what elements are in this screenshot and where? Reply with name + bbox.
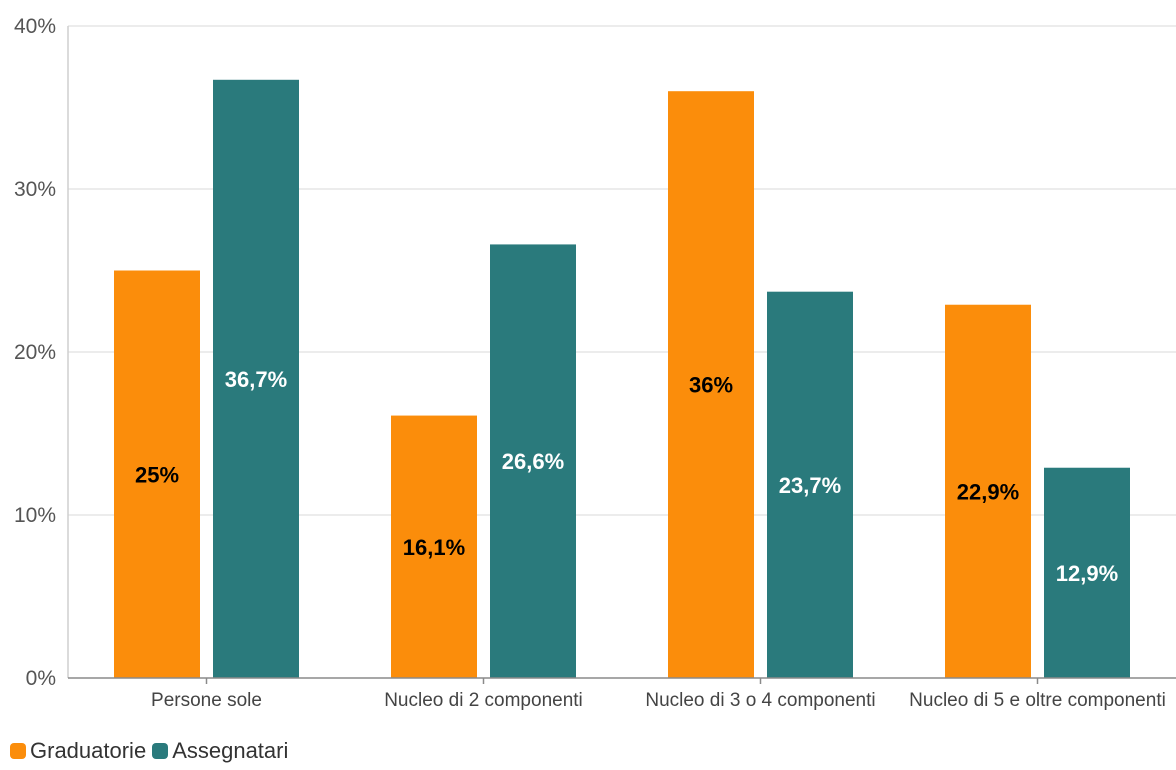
x-tick-label: Nucleo di 5 e oltre componenti xyxy=(909,690,1166,711)
data-labels: 25% 36,7% 16,1% 26,6% 36% 23,7% 22,9% 12,9% xyxy=(135,367,1118,586)
legend-item-graduatorie[interactable]: Graduatorie xyxy=(10,738,146,764)
bar xyxy=(945,304,1031,678)
data-label: 12,9% xyxy=(1056,561,1118,586)
legend-swatch-assegnatari xyxy=(152,743,169,759)
bar xyxy=(213,79,299,679)
legend-label-graduatorie: Graduatorie xyxy=(30,738,147,763)
legend: Graduatorie Assegnatari xyxy=(10,738,294,764)
data-label: 16,1% xyxy=(403,535,465,560)
bar xyxy=(767,291,853,678)
data-label: 26,6% xyxy=(502,449,564,474)
bar xyxy=(114,270,200,678)
bar xyxy=(668,91,754,678)
data-label: 36,7% xyxy=(225,367,287,392)
y-tick-label: 10% xyxy=(14,504,56,527)
data-label: 22,9% xyxy=(957,479,1019,504)
bar xyxy=(490,244,576,679)
x-tick-label: Nucleo di 3 o 4 componenti xyxy=(645,690,875,711)
x-tick-label: Persone sole xyxy=(151,690,262,711)
bar xyxy=(391,415,477,678)
bars xyxy=(114,79,1130,679)
data-label: 25% xyxy=(135,462,179,487)
x-tick-label: Nucleo di 2 componenti xyxy=(384,690,583,711)
legend-item-assegnatari[interactable]: Assegnatari xyxy=(152,738,288,764)
y-tick-label: 30% xyxy=(14,178,56,201)
y-tick-label: 40% xyxy=(14,15,56,38)
y-tick-label: 20% xyxy=(14,341,56,364)
axes: 0% 10% 20% 30% 40% Persone sole Nucleo di 2 co… xyxy=(14,15,1176,711)
y-tick-label: 0% xyxy=(26,667,56,690)
legend-swatch-graduatorie xyxy=(10,743,26,759)
legend-label-assegnatari: Assegnatari xyxy=(172,738,289,763)
bar xyxy=(1044,467,1130,678)
data-label: 23,7% xyxy=(779,473,841,498)
data-label: 36% xyxy=(689,373,733,398)
